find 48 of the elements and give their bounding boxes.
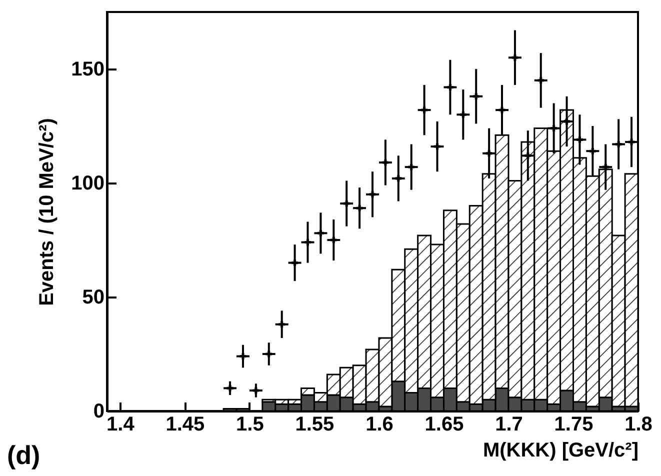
point — [226, 385, 234, 392]
point — [304, 239, 311, 246]
x-axis-title: M(KKK) [GeV/c²] — [482, 440, 638, 462]
x-tick-label: 1.45 — [166, 414, 205, 436]
point — [330, 236, 337, 244]
point — [590, 148, 596, 154]
point — [498, 106, 506, 114]
point — [434, 143, 440, 150]
point — [369, 191, 376, 198]
y-tick-label: 0 — [93, 400, 104, 422]
point — [628, 138, 635, 146]
point — [550, 125, 557, 132]
text: (d) — [7, 440, 40, 470]
x-tick-label: 1.4 — [106, 414, 136, 436]
point — [356, 204, 363, 212]
x-tick-label: 1.8 — [624, 414, 652, 436]
y-tick-label: 150 — [71, 58, 104, 80]
x-tick-label: 1.65 — [424, 414, 464, 436]
point — [252, 387, 260, 394]
y-tick-label: 50 — [82, 286, 104, 308]
point — [240, 353, 246, 360]
point — [486, 150, 492, 157]
x-tick-label: 1.55 — [295, 414, 334, 436]
x-tick-label: 1.75 — [554, 414, 594, 436]
point — [602, 164, 609, 170]
point — [538, 77, 544, 84]
point — [266, 350, 272, 358]
point — [524, 152, 532, 159]
point — [447, 84, 454, 90]
point — [408, 164, 415, 170]
point — [395, 175, 402, 182]
point — [472, 93, 480, 100]
y-tick-label: 100 — [71, 172, 104, 194]
x-tick-label: 1.6 — [366, 414, 394, 436]
point — [576, 136, 583, 143]
point — [564, 118, 570, 125]
point — [615, 141, 622, 148]
point — [382, 159, 389, 166]
x-tick-label: 1.5 — [236, 414, 264, 436]
x-tick-label: 1.7 — [495, 414, 523, 436]
point — [292, 260, 298, 266]
point — [278, 321, 286, 328]
point — [318, 230, 324, 236]
point — [460, 111, 466, 118]
y-axis-title: Events / (10 MeV/c²) — [36, 118, 58, 306]
point — [421, 106, 428, 114]
point — [343, 200, 350, 207]
point — [512, 54, 518, 61]
